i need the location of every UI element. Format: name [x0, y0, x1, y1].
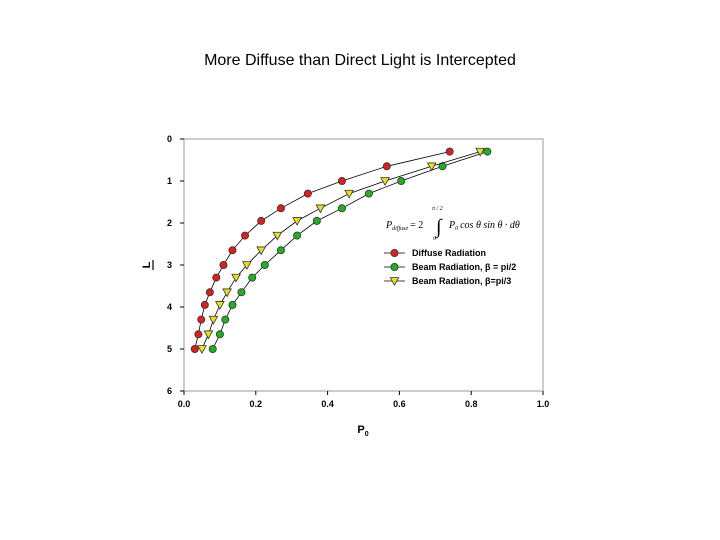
legend: Diffuse Radiation Beam Radiation, β = pi/…: [384, 248, 516, 287]
x-tick-label: 0.8: [465, 399, 478, 409]
data-point: [241, 261, 252, 271]
data-point: [382, 162, 391, 171]
x-tick-label: 1.0: [537, 399, 550, 409]
data-point: [197, 315, 206, 324]
data-point: [221, 315, 230, 324]
data-point: [303, 189, 312, 198]
legend-marker: [390, 248, 399, 257]
x-tick-label: 0.2: [250, 399, 263, 409]
data-point: [292, 217, 302, 226]
data-point: [276, 204, 285, 213]
data-point: [293, 231, 302, 240]
data-point: [222, 288, 232, 298]
svg-text:0: 0: [433, 236, 436, 242]
data-point: [205, 288, 214, 297]
y-tick-label: 5: [167, 344, 172, 354]
series-3: [197, 147, 486, 355]
x-tick-label: 0.0: [178, 399, 191, 409]
y-tick-label: 4: [167, 302, 172, 312]
data-point: [397, 176, 406, 185]
data-point: [215, 330, 224, 339]
data-point: [197, 345, 207, 355]
y-tick-label: 0: [167, 134, 172, 144]
legend-label: Diffuse Radiation: [412, 248, 486, 258]
legend-label: Beam Radiation, β=pi/3: [412, 276, 511, 286]
y-axis-label: L: [141, 260, 154, 270]
data-point: [260, 260, 269, 269]
data-point: [445, 147, 454, 156]
data-point: [426, 162, 437, 172]
series-2: [208, 147, 492, 353]
data-point: [215, 301, 225, 310]
svg-text:L: L: [141, 261, 153, 268]
data-point: [475, 147, 486, 157]
data-point: [203, 330, 214, 340]
data-point: [337, 176, 346, 185]
data-point: [219, 260, 228, 269]
data-point: [248, 273, 257, 282]
data-point: [194, 330, 203, 339]
data-point: [208, 315, 219, 325]
y-axis: 0 1 2 3 4 5 6: [167, 134, 184, 396]
data-point: [337, 204, 346, 213]
data-point: [312, 216, 321, 225]
data-point: [228, 300, 237, 309]
legend-label: Beam Radiation, β = pi/2: [412, 262, 516, 272]
data-point: [315, 204, 326, 214]
data-point: [237, 288, 246, 297]
data-point: [257, 216, 266, 225]
data-point: [208, 344, 217, 353]
series-1: [190, 147, 454, 353]
x-tick-label: 0.4: [321, 399, 334, 409]
data-point: [276, 246, 285, 255]
data-point: [256, 246, 267, 256]
y-tick-label: 3: [167, 260, 172, 270]
data-point: [380, 177, 390, 187]
data-point: [212, 273, 221, 282]
y-tick-label: 6: [167, 386, 172, 396]
x-axis: 0.0 0.2 0.4 0.6 0.8 1.0: [178, 391, 550, 409]
series-layer: [190, 147, 492, 355]
formula: Pdiffuse = 2 ∫ π / 2 0 P0 cos θ sin θ · dθ: [385, 206, 520, 242]
data-point: [200, 300, 209, 309]
y-tick-label: 2: [167, 218, 172, 228]
data-point: [272, 231, 283, 241]
data-point: [190, 344, 199, 353]
x-axis-label: P0: [357, 424, 368, 438]
data-point: [241, 231, 250, 240]
legend-marker: [390, 262, 399, 271]
data-point: [228, 246, 237, 255]
slide-title: More Diffuse than Direct Light is Interc…: [204, 52, 516, 69]
svg-text:Pdiffuse= 2: Pdiffuse = 2: [385, 220, 423, 232]
legend-marker: [389, 277, 400, 287]
data-point: [483, 147, 492, 156]
x-axis-label-sub: 0: [365, 431, 369, 438]
data-point: [344, 189, 355, 199]
integral-sign: ∫: [434, 216, 443, 239]
data-point: [231, 273, 241, 283]
svg-text:π / 2: π / 2: [432, 206, 443, 212]
data-point: [364, 189, 373, 198]
x-tick-label: 0.6: [393, 399, 406, 409]
y-tick-label: 1: [167, 176, 172, 186]
